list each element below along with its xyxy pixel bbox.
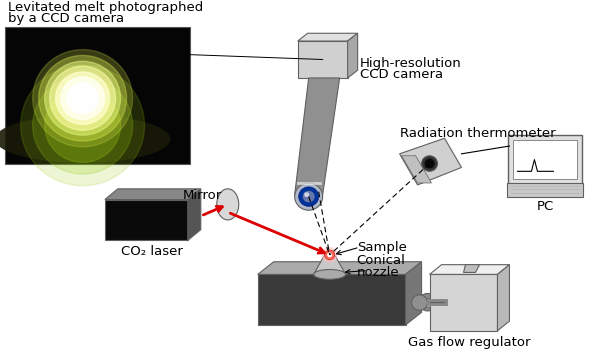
Polygon shape xyxy=(188,189,201,240)
Text: CCD camera: CCD camera xyxy=(359,68,443,81)
FancyBboxPatch shape xyxy=(298,41,347,78)
FancyBboxPatch shape xyxy=(412,298,430,308)
Circle shape xyxy=(67,83,98,114)
FancyBboxPatch shape xyxy=(5,28,190,164)
Polygon shape xyxy=(314,253,346,274)
Polygon shape xyxy=(400,138,461,185)
Text: nozzle: nozzle xyxy=(356,266,399,279)
Text: High-resolution: High-resolution xyxy=(359,57,461,69)
FancyBboxPatch shape xyxy=(258,274,406,325)
Circle shape xyxy=(61,77,104,120)
Circle shape xyxy=(422,156,437,171)
Circle shape xyxy=(304,192,309,197)
Ellipse shape xyxy=(217,189,239,220)
Circle shape xyxy=(50,66,116,130)
Text: CO₂ laser: CO₂ laser xyxy=(121,245,183,258)
Polygon shape xyxy=(464,265,479,272)
Ellipse shape xyxy=(314,270,346,279)
FancyBboxPatch shape xyxy=(514,140,577,179)
Circle shape xyxy=(44,61,121,135)
Text: Mirror: Mirror xyxy=(183,189,222,202)
Polygon shape xyxy=(105,189,201,199)
Circle shape xyxy=(32,50,133,147)
Polygon shape xyxy=(295,78,340,195)
Circle shape xyxy=(295,183,323,210)
FancyBboxPatch shape xyxy=(105,199,188,240)
Text: Levitated melt photographed: Levitated melt photographed xyxy=(8,1,203,14)
Circle shape xyxy=(56,72,110,125)
Text: by a CCD camera: by a CCD camera xyxy=(8,13,124,25)
Text: Gas flow regulator: Gas flow regulator xyxy=(408,336,531,349)
Polygon shape xyxy=(406,262,422,325)
Polygon shape xyxy=(430,265,509,274)
Circle shape xyxy=(425,159,434,168)
Circle shape xyxy=(419,294,437,311)
Circle shape xyxy=(32,77,133,174)
FancyBboxPatch shape xyxy=(508,135,583,184)
Circle shape xyxy=(302,191,314,202)
Circle shape xyxy=(44,88,121,163)
Text: PC: PC xyxy=(537,200,554,213)
Polygon shape xyxy=(258,262,422,274)
Polygon shape xyxy=(347,33,358,78)
Circle shape xyxy=(325,250,335,260)
Circle shape xyxy=(322,247,338,263)
Text: Sample: Sample xyxy=(356,241,407,254)
Polygon shape xyxy=(497,265,509,331)
Circle shape xyxy=(73,88,92,108)
Circle shape xyxy=(412,295,428,310)
Polygon shape xyxy=(401,156,431,183)
Circle shape xyxy=(299,187,319,206)
FancyBboxPatch shape xyxy=(508,183,583,197)
Circle shape xyxy=(20,65,145,186)
Text: Radiation thermometer: Radiation thermometer xyxy=(400,127,555,140)
FancyBboxPatch shape xyxy=(422,295,443,309)
Text: Conical: Conical xyxy=(356,254,406,267)
Polygon shape xyxy=(298,33,358,41)
Circle shape xyxy=(327,252,332,257)
Ellipse shape xyxy=(0,115,170,163)
Circle shape xyxy=(38,55,127,141)
FancyBboxPatch shape xyxy=(430,274,497,331)
